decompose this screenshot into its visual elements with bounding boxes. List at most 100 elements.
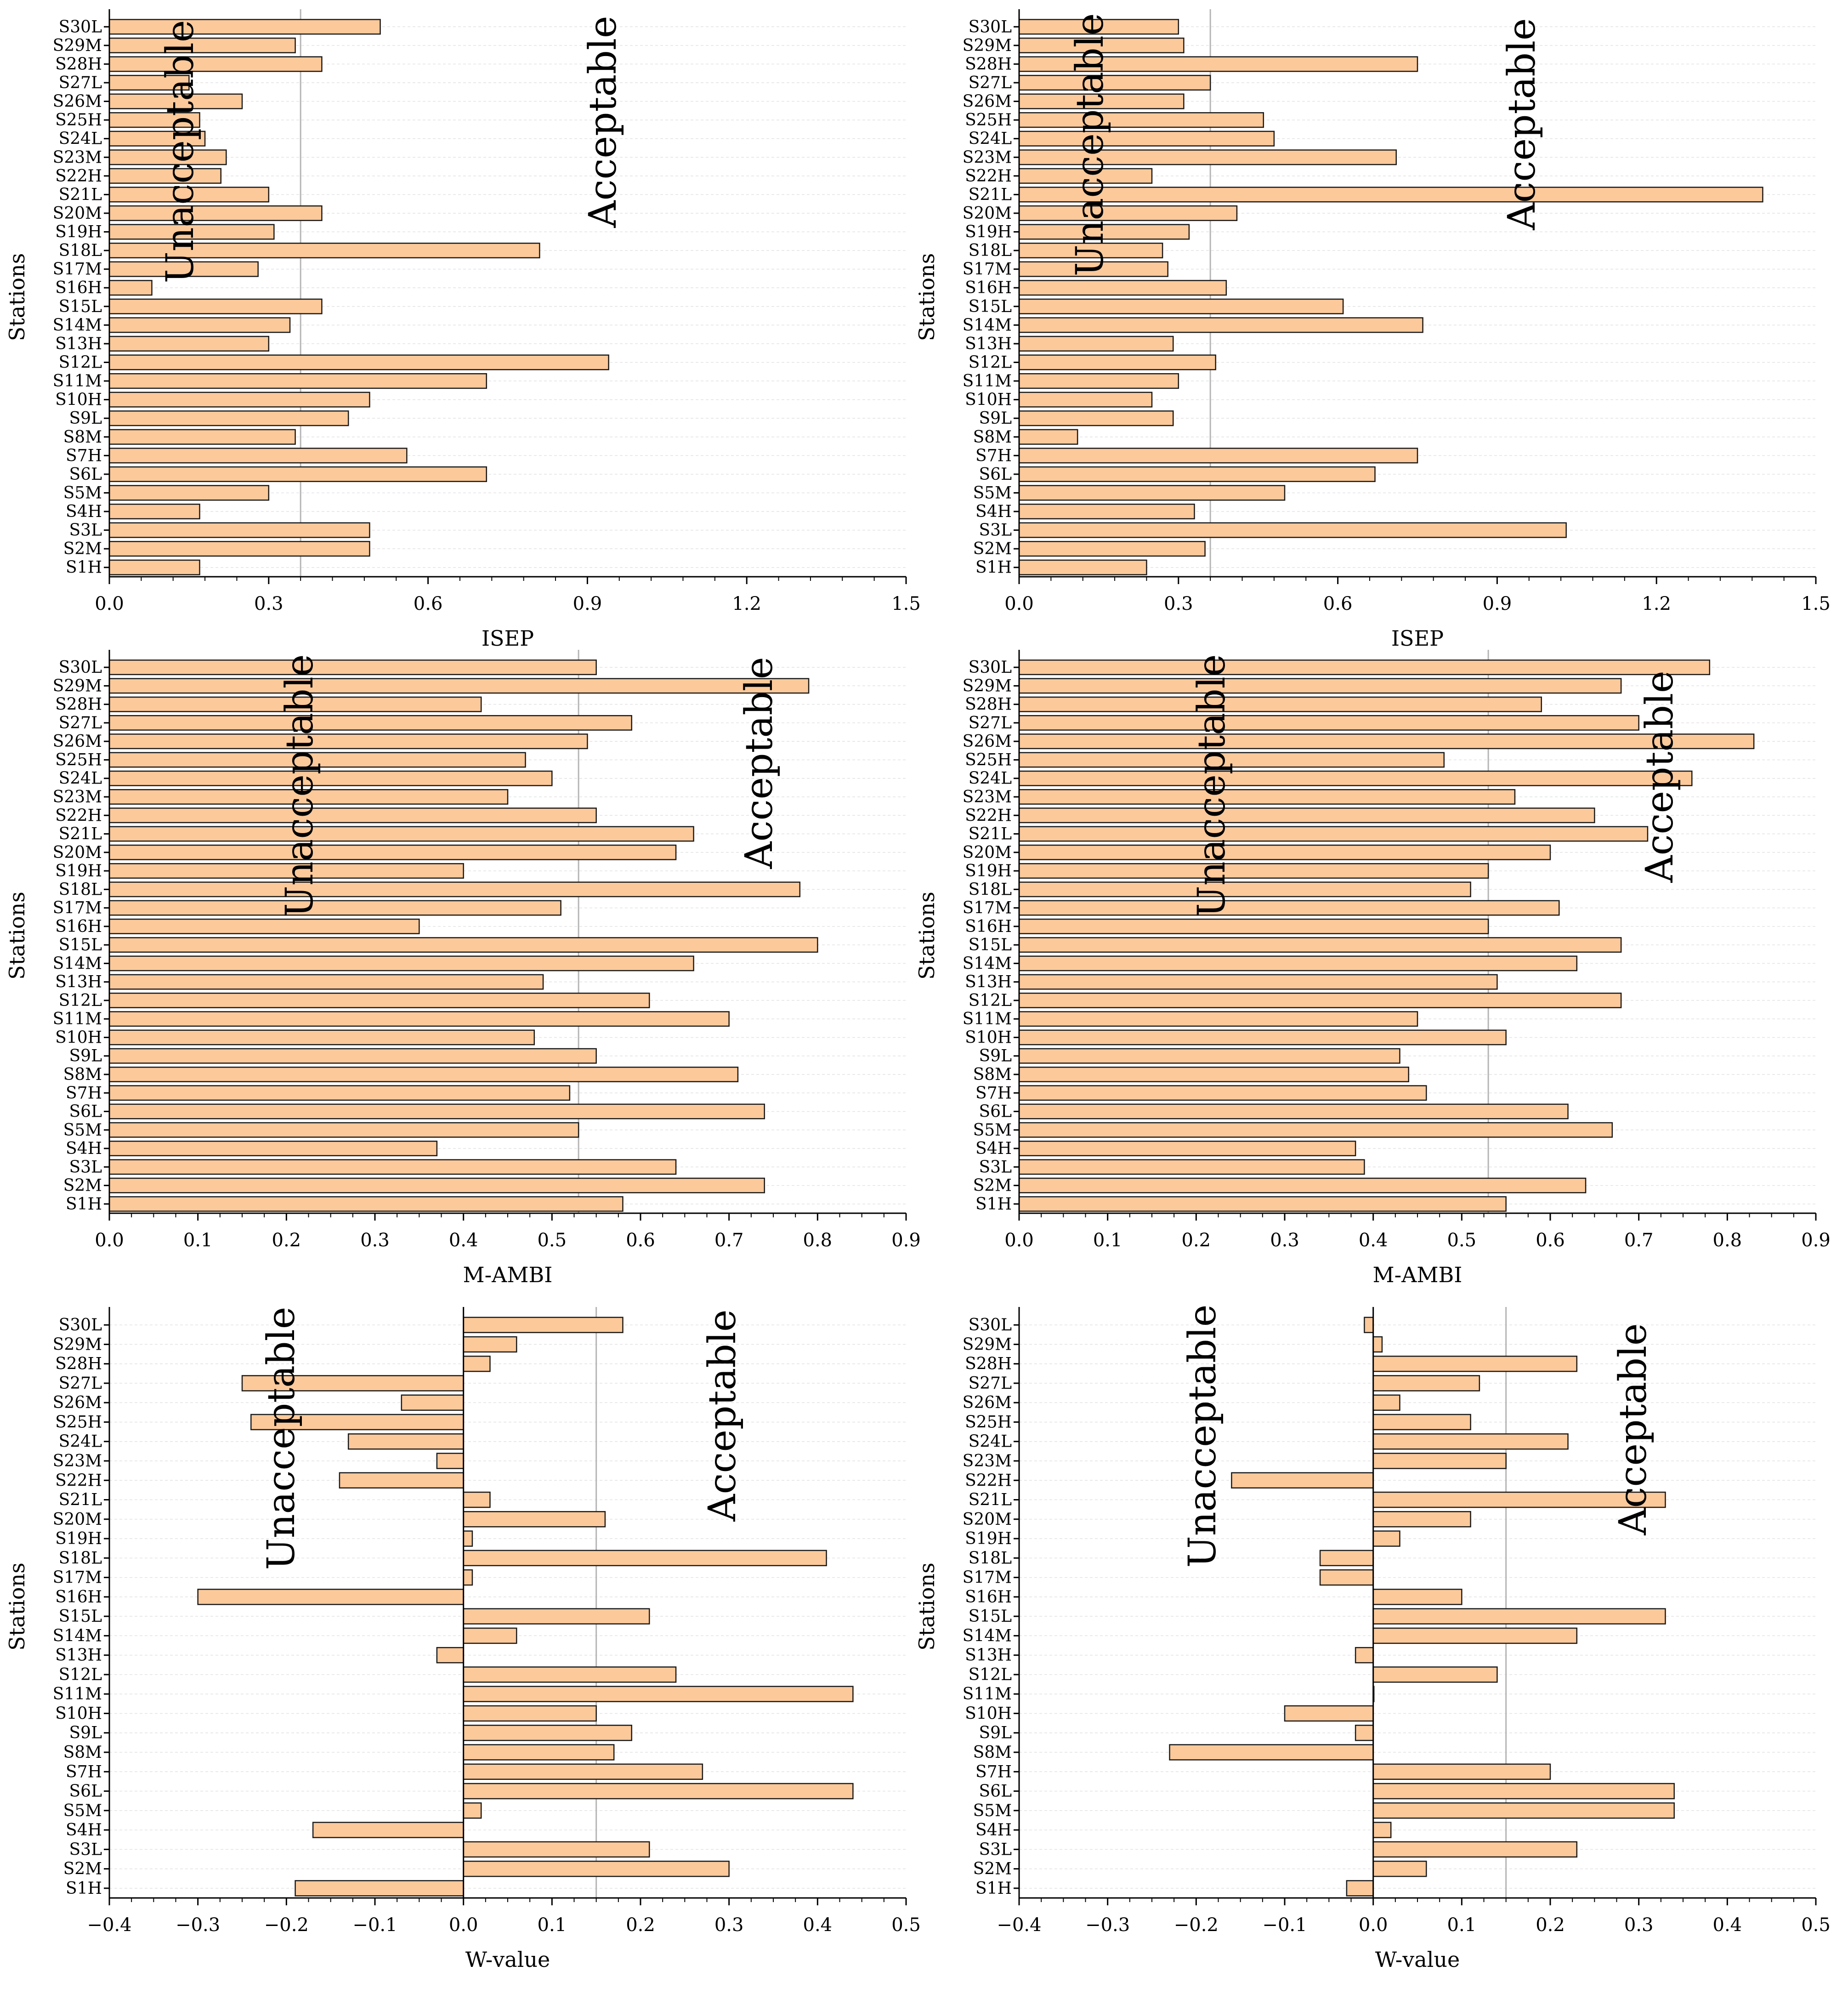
- y-tick-label: S3L: [69, 1158, 102, 1176]
- bar-S18L: [463, 1550, 827, 1567]
- y-tick-label: S2M: [973, 1176, 1012, 1195]
- bar-S16H: [1018, 280, 1227, 296]
- x-tick-label: 0.1: [538, 1914, 567, 1936]
- unacceptable-label: Unacceptable: [278, 654, 322, 918]
- y-tick-label: S10H: [55, 1028, 102, 1047]
- x-tick-label: 1.2: [732, 593, 761, 614]
- bar-S16H: [108, 280, 153, 296]
- y-tick-label: S7H: [66, 446, 102, 465]
- x-tick-label: 0.1: [1093, 1230, 1122, 1251]
- chart-panel-top-left: S1HS2MS3LS4HS5MS6LS7HS8MS9LS10HS11MS12LS…: [5, 9, 921, 651]
- bar-S21L: [108, 826, 694, 842]
- y-tick-label: S9L: [979, 1724, 1012, 1743]
- bar-S24L: [1018, 131, 1275, 147]
- x-tick-label: −0.4: [87, 1914, 131, 1936]
- x-tick-label: −0.4: [997, 1914, 1041, 1936]
- bar-S22H: [1231, 1472, 1374, 1489]
- x-tick-label: 1.5: [891, 593, 921, 614]
- y-tick-label: S27L: [969, 714, 1012, 733]
- bar-S7H: [108, 448, 408, 464]
- x-tick-label: 0.4: [803, 1914, 833, 1936]
- y-tick-label: S14M: [53, 316, 102, 335]
- y-tick-label: S14M: [963, 954, 1012, 973]
- x-tick-label: −0.1: [1262, 1914, 1307, 1936]
- y-tick-label: S7H: [975, 1762, 1012, 1781]
- y-tick-label: S17M: [963, 1568, 1012, 1587]
- y-tick-label: S16H: [55, 917, 102, 936]
- y-tick-label: S13H: [55, 973, 102, 992]
- bar-S28H: [108, 56, 323, 72]
- x-tick-label: −0.1: [352, 1914, 397, 1936]
- bar-S5M: [463, 1802, 482, 1819]
- y-tick-label: S6L: [979, 1782, 1012, 1801]
- bar-S20M: [108, 205, 323, 222]
- bar-S17M: [463, 1569, 473, 1586]
- y-tick-label: S10H: [965, 391, 1012, 409]
- y-tick-label: S8M: [63, 1743, 102, 1762]
- bar-S28H: [1372, 1355, 1578, 1372]
- y-tick-label: S22H: [965, 167, 1012, 186]
- bar-S7H: [108, 1085, 571, 1101]
- x-tick-label: 0.3: [1164, 593, 1193, 614]
- bar-S22H: [339, 1472, 464, 1489]
- bar-S23M: [1372, 1453, 1507, 1469]
- x-tick-label: 0.1: [1447, 1914, 1477, 1936]
- bar-S29M: [1018, 678, 1622, 694]
- y-tick-label: S26M: [963, 732, 1012, 751]
- bar-S5M: [1372, 1802, 1675, 1819]
- y-tick-label: S10H: [55, 1704, 102, 1723]
- y-tick-label: S24L: [59, 130, 102, 148]
- chart-panel-top-right: S1HS2MS3LS4HS5MS6LS7HS8MS9LS10HS11MS12LS…: [914, 9, 1831, 651]
- y-tick-label: S21L: [59, 1491, 102, 1510]
- y-tick-label: S5M: [973, 1801, 1012, 1820]
- bar-S2M: [1372, 1860, 1427, 1877]
- bar-S13H: [1355, 1647, 1374, 1664]
- bar-S9L: [108, 1048, 597, 1064]
- y-tick-label: S19H: [965, 223, 1012, 242]
- x-tick-label: 0.0: [95, 1230, 124, 1251]
- y-tick-label: S5M: [63, 1801, 102, 1820]
- y-tick-label: S14M: [963, 1626, 1012, 1645]
- y-tick-label: S15L: [59, 936, 102, 954]
- bar-S13H: [108, 335, 270, 352]
- bar-S26M: [401, 1394, 464, 1411]
- y-tick-label: S8M: [63, 428, 102, 447]
- x-tick-label: 0.0: [449, 1914, 478, 1936]
- y-tick-label: S24L: [969, 130, 1012, 148]
- bar-S7H: [1018, 448, 1418, 464]
- y-tick-label: S7H: [66, 1762, 102, 1781]
- y-tick-label: S6L: [979, 465, 1012, 484]
- y-tick-label: S27L: [969, 1374, 1012, 1393]
- y-tick-label: S24L: [59, 1432, 102, 1451]
- y-tick-label: S18L: [969, 241, 1012, 260]
- y-tick-label: S24L: [969, 1432, 1012, 1451]
- bar-S4H: [312, 1822, 464, 1838]
- bar-S4H: [1372, 1822, 1392, 1838]
- bar-S18L: [1319, 1550, 1374, 1567]
- bar-S30L: [1018, 659, 1711, 676]
- acceptable-label: Acceptable: [701, 1309, 744, 1522]
- y-tick-label: S15L: [969, 936, 1012, 954]
- y-tick-label: S13H: [965, 335, 1012, 353]
- bar-S22H: [108, 807, 597, 824]
- y-tick-label: S4H: [975, 502, 1012, 521]
- bar-S4H: [1018, 1141, 1356, 1157]
- acceptable-label: Acceptable: [1638, 670, 1682, 883]
- x-axis-title: W-value: [1375, 1947, 1460, 1972]
- y-tick-label: S3L: [69, 1840, 102, 1859]
- y-tick-label: S25H: [55, 1413, 102, 1432]
- bar-S6L: [108, 1103, 765, 1119]
- bar-S7H: [463, 1763, 703, 1780]
- bar-S16H: [108, 918, 420, 934]
- y-tick-label: S11M: [53, 372, 102, 391]
- x-tick-label: 0.7: [714, 1230, 744, 1251]
- x-axis-title: M-AMBI: [1373, 1262, 1463, 1287]
- y-tick-label: S9L: [69, 409, 102, 428]
- y-tick-label: S17M: [53, 899, 102, 918]
- y-tick-label: S4H: [975, 1821, 1012, 1840]
- y-tick-label: S27L: [59, 74, 102, 92]
- bar-S10H: [108, 392, 370, 408]
- y-tick-label: S28H: [55, 695, 102, 714]
- y-tick-label: S23M: [963, 148, 1012, 167]
- y-tick-label: S20M: [53, 1510, 102, 1529]
